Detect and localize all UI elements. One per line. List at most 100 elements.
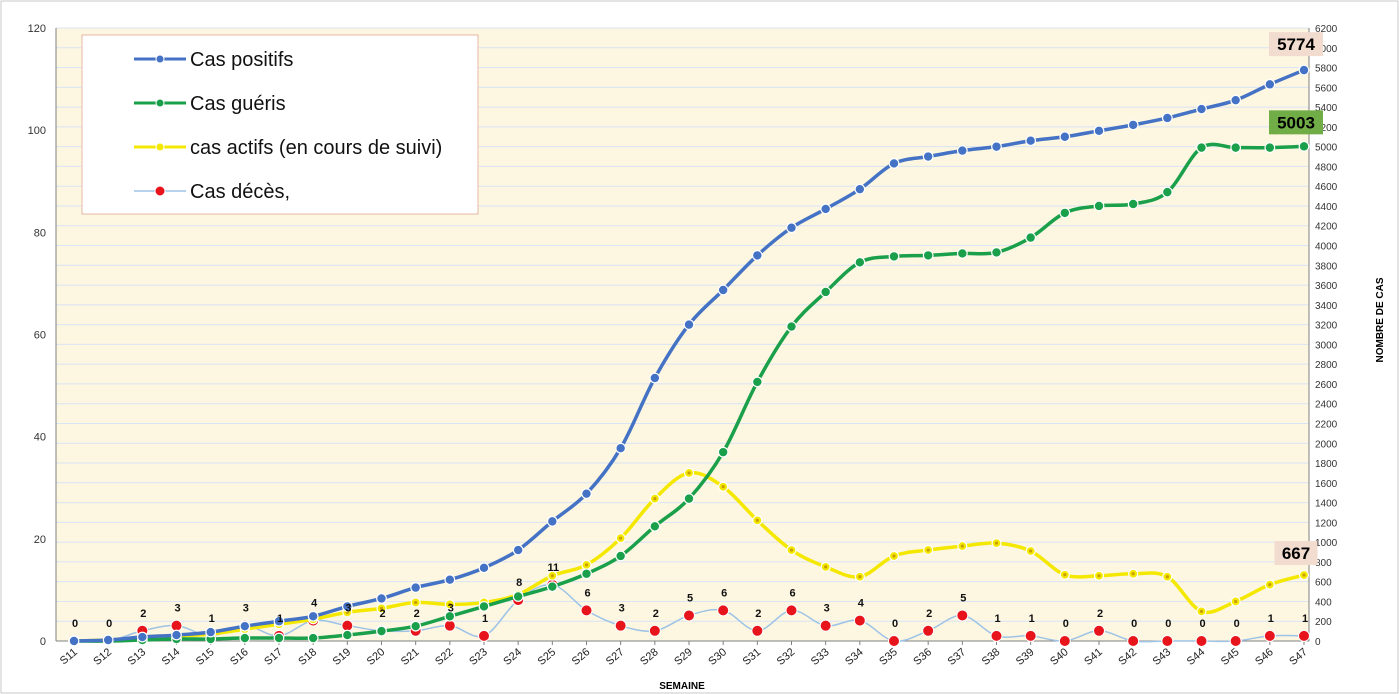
deces-data-label: 1 (1302, 613, 1308, 625)
point-positifs (1298, 64, 1310, 76)
point-actifs-core (448, 602, 452, 607)
point-actifs-core (755, 518, 759, 522)
x-axis-title: SEMAINE (659, 681, 705, 692)
point-actifs-core (1302, 573, 1306, 577)
point-gueris (410, 620, 422, 632)
right-tick-label: 3200 (1315, 321, 1338, 332)
point-gueris (991, 247, 1002, 258)
point-positifs (649, 372, 661, 384)
right-tick-label: 200 (1315, 617, 1332, 628)
legend-label: Cas positifs (190, 49, 293, 71)
right-tick-label: 2600 (1315, 380, 1338, 391)
callout-value: 667 (1282, 544, 1310, 563)
deces-data-label: 2 (1097, 608, 1103, 620)
point-gueris (649, 520, 661, 532)
deces-data-label: 3 (448, 603, 454, 615)
point-actifs-core (1097, 574, 1101, 578)
right-tick-label: 6200 (1315, 24, 1338, 35)
point-deces (478, 629, 490, 642)
legend-label: Cas guéris (190, 93, 286, 115)
deces-data-label: 3 (824, 603, 830, 615)
left-tick-label: 60 (34, 330, 46, 342)
callout-value: 5774 (1277, 35, 1315, 54)
point-actifs-core (1131, 572, 1135, 576)
right-tick-label: 4400 (1315, 202, 1338, 213)
point-positifs (922, 151, 934, 162)
point-gueris (854, 256, 866, 268)
right-tick-label: 3600 (1315, 281, 1338, 292)
point-actifs-core (1199, 609, 1204, 613)
right-tick-label: 1000 (1315, 538, 1338, 549)
right-tick-label: 3800 (1315, 261, 1338, 272)
right-tick-label: 2400 (1315, 400, 1338, 411)
right-tick-label: 5200 (1315, 123, 1338, 134)
point-deces (683, 609, 695, 622)
point-gueris (1059, 207, 1071, 219)
point-positifs (751, 250, 763, 261)
point-actifs-core (1165, 575, 1169, 579)
deces-data-label: 4 (311, 598, 318, 610)
right-tick-label: 1600 (1315, 479, 1338, 490)
point-actifs-core (379, 606, 384, 610)
right-tick-label: 5800 (1315, 64, 1338, 75)
point-actifs-core (550, 574, 554, 578)
point-deces (170, 619, 183, 632)
deces-data-label: 0 (72, 618, 78, 630)
point-actifs-core (414, 600, 418, 605)
deces-data-label: 0 (106, 618, 112, 630)
point-positifs (512, 544, 524, 556)
point-positifs (444, 574, 456, 586)
point-deces (717, 604, 730, 617)
point-actifs-core (789, 548, 794, 552)
right-tick-label: 800 (1315, 558, 1332, 569)
left-tick-label: 120 (28, 23, 46, 35)
point-positifs (956, 145, 968, 157)
left-tick-label: 20 (34, 534, 46, 546)
point-deces (580, 604, 593, 617)
point-positifs (888, 158, 900, 169)
point-actifs-core (892, 554, 896, 558)
point-deces (888, 635, 900, 647)
right-axis-title: NOMBRE DE CAS (1375, 277, 1386, 362)
right-tick-label: 2200 (1315, 419, 1338, 430)
right-tick-label: 2000 (1315, 439, 1338, 450)
deces-data-label: 3 (619, 603, 625, 615)
point-gueris (1127, 198, 1139, 210)
point-gueris (820, 286, 832, 298)
point-gueris (1093, 200, 1105, 212)
point-gueris (683, 493, 695, 505)
legend-box (81, 34, 479, 215)
point-deces (1298, 629, 1310, 642)
point-gueris (786, 321, 797, 332)
point-deces (956, 609, 969, 622)
right-tick-label: 1200 (1315, 518, 1338, 529)
point-actifs-core (1268, 583, 1272, 587)
deces-data-label: 1 (482, 613, 488, 625)
point-gueris (239, 632, 251, 644)
deces-data-label: 5 (960, 592, 966, 604)
point-gueris (717, 446, 729, 458)
legend-label: Cas décès, (190, 181, 290, 203)
point-deces (1093, 624, 1105, 637)
legend-swatch-marker (155, 54, 165, 64)
point-gueris (341, 629, 353, 641)
deces-data-label: 6 (789, 587, 795, 599)
point-positifs (786, 222, 797, 234)
point-deces (819, 619, 832, 632)
point-gueris (1264, 142, 1276, 154)
right-tick-label: 5600 (1315, 83, 1338, 94)
right-tick-label: 0 (1315, 637, 1321, 648)
deces-data-label: 3 (174, 603, 180, 615)
point-deces (1058, 635, 1071, 647)
right-tick-label: 4200 (1315, 222, 1338, 233)
right-tick-label: 4000 (1315, 242, 1338, 253)
point-deces (990, 629, 1003, 642)
point-actifs-core (584, 563, 589, 567)
point-deces (614, 619, 627, 632)
right-tick-label: 3000 (1315, 340, 1338, 351)
point-gueris (751, 376, 763, 388)
left-tick-label: 80 (34, 227, 46, 239)
right-tick-label: 2800 (1315, 360, 1338, 371)
point-gueris (615, 550, 627, 562)
